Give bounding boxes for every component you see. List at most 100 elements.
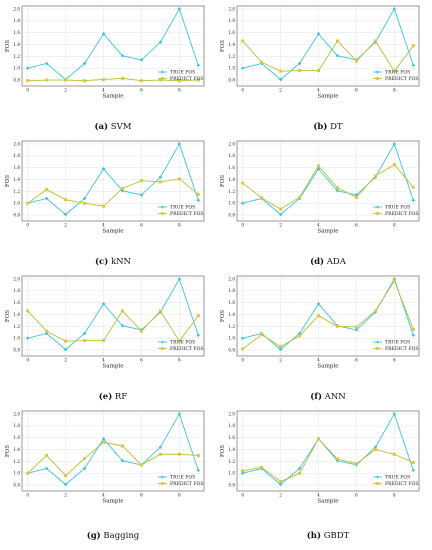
x-tick-label: 0 xyxy=(26,88,29,93)
y-tick-label: 1.0 xyxy=(13,471,20,476)
y-tick-label: 0.8 xyxy=(228,347,235,352)
legend-marker xyxy=(161,347,164,350)
data-point-predict-fos xyxy=(102,339,106,343)
caption-letter: (c) xyxy=(95,256,108,267)
y-tick-label: 1.0 xyxy=(13,66,20,71)
data-point-predict-fos xyxy=(177,79,181,83)
data-point-predict-fos xyxy=(139,463,143,467)
y-axis-label: FOS xyxy=(220,40,226,52)
series-line-true-fos xyxy=(242,412,414,486)
chart-panel-dt: 0.8 1.0 1.2 1.4 1.6 1.8 2.0 0 2 4 6 8 Sample FOS TRUE … xyxy=(220,5,420,132)
data-point-true-fos xyxy=(411,333,416,338)
caption-letter: (b) xyxy=(313,121,327,132)
x-tick-label: 0 xyxy=(241,223,244,228)
x-tick-label: 8 xyxy=(393,493,396,498)
data-point-predict-fos xyxy=(298,334,302,338)
data-point-true-fos xyxy=(101,167,106,171)
data-point-predict-fos xyxy=(196,192,200,196)
data-point-predict-fos xyxy=(411,461,415,465)
data-point-predict-fos xyxy=(26,201,30,205)
chart-panel-knn: 0.8 1.0 1.2 1.4 1.6 1.8 2.0 0 2 4 6 8 Sample FOS TRUE … xyxy=(5,140,205,267)
series-line-predict-fos xyxy=(242,40,414,72)
data-point-predict-fos xyxy=(83,79,87,83)
data-point-true-fos xyxy=(177,142,182,146)
y-tick-label: 1.8 xyxy=(228,423,235,428)
y-tick-label: 1.4 xyxy=(13,312,20,317)
data-point-predict-fos xyxy=(177,452,181,456)
data-point-predict-fos xyxy=(158,180,162,184)
data-point-predict-fos xyxy=(45,188,49,192)
caption-name: ADA xyxy=(324,257,347,267)
x-tick-label: 2 xyxy=(279,88,282,93)
panel-caption: (f) ANN xyxy=(310,391,346,402)
caption-letter: (a) xyxy=(95,121,109,132)
x-tick-label: 0 xyxy=(241,358,244,363)
y-tick-label: 1.4 xyxy=(13,42,20,47)
y-tick-label: 1.8 xyxy=(228,18,235,23)
legend-marker xyxy=(375,475,380,479)
data-point-true-fos xyxy=(82,61,87,66)
x-axis-label: Sample xyxy=(317,499,339,505)
data-point-true-fos xyxy=(63,347,68,352)
y-tick-label: 0.8 xyxy=(13,77,20,82)
data-point-predict-fos xyxy=(298,195,302,199)
plot-frame xyxy=(236,140,420,222)
data-point-true-fos xyxy=(120,458,125,463)
data-point-predict-fos xyxy=(26,79,30,83)
data-point-predict-fos xyxy=(298,69,302,73)
data-point-true-fos xyxy=(278,212,283,217)
x-tick-label: 8 xyxy=(393,88,396,93)
legend-marker xyxy=(375,205,380,209)
x-tick-label: 6 xyxy=(140,223,143,228)
x-axis-label: Sample xyxy=(317,94,339,100)
y-tick-label: 1.8 xyxy=(13,423,20,428)
data-point-predict-fos xyxy=(64,78,68,82)
plot-frame xyxy=(236,275,420,357)
data-point-predict-fos xyxy=(83,456,87,460)
data-point-predict-fos xyxy=(26,309,30,313)
x-tick-label: 4 xyxy=(317,358,320,363)
x-tick-label: 6 xyxy=(140,493,143,498)
series-line-true-fos xyxy=(27,7,199,81)
data-point-predict-fos xyxy=(317,69,321,73)
y-tick-label: 2.0 xyxy=(228,411,235,416)
y-axis-label: FOS xyxy=(5,445,11,457)
x-tick-label: 4 xyxy=(102,358,105,363)
y-tick-label: 1.6 xyxy=(228,30,235,35)
series-line-predict-fos xyxy=(242,164,414,210)
data-point-true-fos xyxy=(177,7,182,11)
legend-marker xyxy=(375,340,380,344)
legend-label-predict-fos: PREDICT FOS xyxy=(170,346,204,352)
x-tick-label: 2 xyxy=(64,493,67,498)
x-tick-label: 0 xyxy=(241,493,244,498)
data-point-predict-fos xyxy=(373,309,377,313)
data-point-predict-fos xyxy=(354,195,358,199)
x-tick-label: 6 xyxy=(355,88,358,93)
data-point-true-fos xyxy=(392,277,397,281)
data-point-predict-fos xyxy=(279,69,283,73)
x-tick-label: 0 xyxy=(26,223,29,228)
x-tick-label: 4 xyxy=(102,88,105,93)
chart-panel-bagging: 0.8 1.0 1.2 1.4 1.6 1.8 2.0 0 2 4 6 8 Sample FOS TRUE … xyxy=(5,410,205,541)
x-tick-label: 4 xyxy=(317,223,320,228)
legend-label-predict-fos: PREDICT FOS xyxy=(170,211,204,217)
x-tick-label: 0 xyxy=(241,88,244,93)
data-point-true-fos xyxy=(196,333,201,338)
legend-marker xyxy=(376,347,379,350)
y-tick-label: 2.0 xyxy=(13,6,20,11)
panel-caption: (g) Bagging xyxy=(87,530,140,541)
panel-caption: (e) RF xyxy=(99,391,128,402)
y-tick-label: 2.0 xyxy=(13,141,20,146)
x-axis-label: Sample xyxy=(317,364,339,370)
series-line-predict-fos xyxy=(27,77,199,82)
data-point-predict-fos xyxy=(241,469,245,473)
data-point-predict-fos xyxy=(354,325,358,329)
caption-letter: (h) xyxy=(307,530,321,541)
data-point-predict-fos xyxy=(196,453,200,457)
y-tick-label: 2.0 xyxy=(13,411,20,416)
legend-marker xyxy=(376,77,379,80)
y-tick-label: 1.2 xyxy=(13,459,20,464)
caption-letter: (d) xyxy=(310,256,324,267)
caption-name: kNN xyxy=(108,257,131,267)
data-point-predict-fos xyxy=(102,204,106,208)
